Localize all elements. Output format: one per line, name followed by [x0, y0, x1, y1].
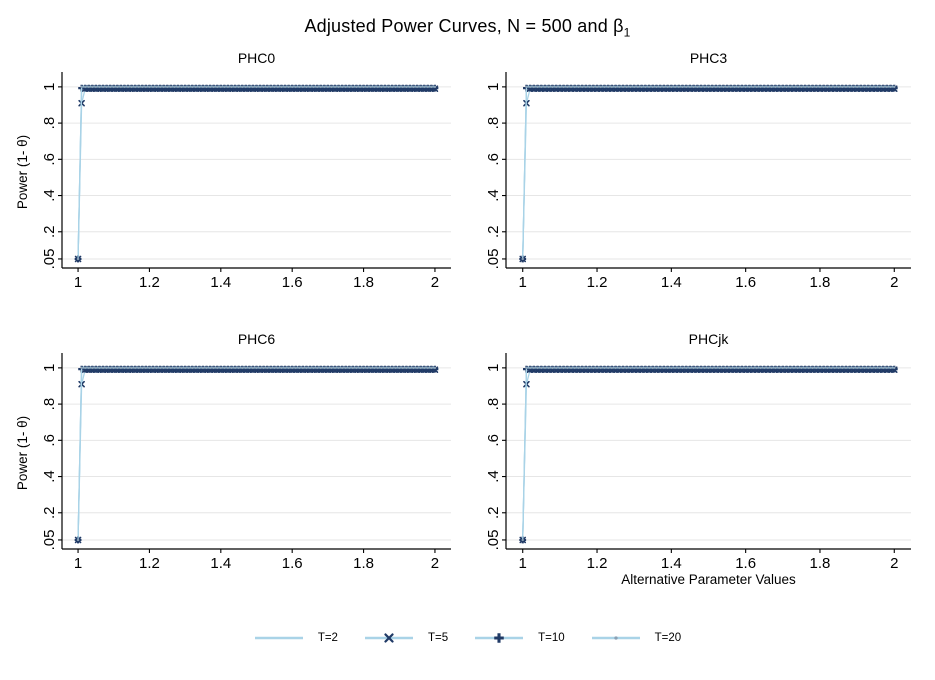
svg-text:.05: .05	[41, 248, 58, 269]
svg-text:1: 1	[74, 274, 82, 291]
svg-text:1.2: 1.2	[139, 555, 160, 572]
svg-text:PHC0: PHC0	[238, 50, 276, 66]
svg-text:.8: .8	[41, 397, 58, 410]
svg-text:1: 1	[519, 274, 527, 291]
plot-row-top: PHC0.05.2.4.6.8 1 1 1.2 1.4 1.6 1.8 2 Power (1- …	[14, 50, 921, 305]
svg-text:1: 1	[41, 82, 58, 90]
legend-x-marker-swatch	[364, 632, 413, 643]
svg-text:.4: .4	[41, 189, 58, 202]
svg-text:2: 2	[890, 274, 898, 291]
legend-plus-marker-swatch	[475, 632, 524, 643]
svg-text:Power (1- θ): Power (1- θ)	[15, 415, 30, 489]
legend-label: T=10	[538, 631, 565, 644]
svg-text:1.2: 1.2	[139, 274, 160, 291]
svg-text:.8: .8	[41, 116, 58, 129]
legend-label: T=5	[427, 631, 449, 644]
legend-label: T=2	[317, 631, 338, 644]
plot-canvas-phcjk: PHCjk .05 .2 .4 .6 .8 1 1 1.2 1.4 1.6 1.8 2 Alternati…	[485, 331, 911, 587]
svg-text:.6: .6	[41, 153, 58, 166]
svg-text:1: 1	[519, 555, 527, 572]
svg-text:Power (1- θ): Power (1- θ)	[15, 134, 30, 208]
svg-text:.4: .4	[41, 470, 58, 483]
svg-text:1: 1	[485, 82, 502, 90]
svg-text:2: 2	[431, 555, 439, 572]
svg-text:.05: .05	[485, 248, 502, 269]
chart-title: Adjusted Power Curves, N = 500 and β1	[14, 16, 921, 40]
legend-item-t5: T=5	[364, 630, 448, 646]
panel-phcjk: PHCjk .05 .2 .4 .6 .8 1 1 1.2 1.4 1.6 1.8 2 Alternati…	[474, 331, 921, 604]
svg-text:1.6: 1.6	[735, 274, 756, 291]
svg-text:1.8: 1.8	[353, 274, 374, 291]
svg-text:.2: .2	[41, 225, 58, 238]
plot-canvas-phc0: PHC0 .05 .2 .4 .6 .8 1 1 1.2 1.4 1.6 1.8 2 Power (1- …	[15, 50, 451, 291]
svg-text:PHC3: PHC3	[690, 50, 728, 66]
plot-canvas-phc3: PHC3 .05 .2 .4 .6 .8 1 1 1.2 1.4 1.6 1.8 2	[485, 50, 911, 291]
svg-text:1.6: 1.6	[282, 274, 303, 291]
svg-text:.4: .4	[485, 470, 502, 483]
svg-text:.2: .2	[41, 506, 58, 519]
legend-item-t20: T=20	[591, 630, 682, 646]
legend-item-t2: T=2	[254, 630, 338, 646]
svg-text:.8: .8	[485, 116, 502, 129]
legend-item-t10: T=10	[474, 630, 565, 646]
svg-text:2: 2	[890, 555, 898, 572]
svg-text:2: 2	[431, 274, 439, 291]
plot-row-bottom: PHC6.05.2.4.6.8 1 1 1.2 1.4 1.6 1.8 2 Power (1- …	[14, 331, 921, 604]
legend-label: T=20	[654, 631, 682, 644]
svg-text:.6: .6	[485, 153, 502, 166]
svg-text:1.8: 1.8	[810, 555, 831, 572]
svg-text:.05: .05	[485, 529, 502, 550]
svg-text:.6: .6	[41, 434, 58, 447]
svg-text:1: 1	[41, 363, 58, 371]
svg-text:1.6: 1.6	[282, 555, 303, 572]
svg-text:1.4: 1.4	[210, 274, 231, 291]
svg-text:1: 1	[74, 555, 82, 572]
panel-phc0: PHC0 .05 .2 .4 .6 .8 1 1 1.2 1.4 1.6 1.8 2 Power (1- …	[14, 50, 461, 305]
svg-text:Alternative Parameter Values: Alternative Parameter Values	[621, 572, 796, 587]
legend-line-swatch	[254, 636, 303, 639]
svg-text:.2: .2	[485, 506, 502, 519]
svg-text:.4: .4	[485, 189, 502, 202]
svg-text:.6: .6	[485, 434, 502, 447]
legend-dot-marker-swatch	[591, 635, 640, 640]
chart-title-subscript: 1	[623, 25, 631, 40]
panel-phc6: PHC6 .05 .2 .4 .6 .8 1 1 1.2 1.4 1.6 1.8 2 Power (1- …	[14, 331, 461, 586]
plot-grid: PHC0.05.2.4.6.8 1 1 1.2 1.4 1.6 1.8 2 Power (1- …	[14, 50, 921, 604]
svg-text:1.2: 1.2	[587, 274, 608, 291]
svg-text:.8: .8	[485, 397, 502, 410]
svg-text:1.6: 1.6	[735, 555, 756, 572]
svg-text:.05: .05	[41, 529, 58, 550]
svg-text:PHC6: PHC6	[238, 331, 276, 347]
svg-text:PHCjk: PHCjk	[689, 331, 730, 347]
svg-text:1.4: 1.4	[661, 555, 682, 572]
svg-text:1.8: 1.8	[810, 274, 831, 291]
plot-canvas-phc6: PHC6 .05 .2 .4 .6 .8 1 1 1.2 1.4 1.6 1.8 2 Power (1- …	[15, 331, 451, 572]
chart-title-text: Adjusted Power Curves, N = 500 and β	[304, 16, 624, 36]
svg-text:1.4: 1.4	[661, 274, 682, 291]
chart-legend: T=2 T=5 T=10 T=20	[14, 630, 921, 646]
svg-text:1: 1	[485, 363, 502, 371]
svg-text:1.4: 1.4	[210, 555, 231, 572]
panel-phc3: PHC3 .05 .2 .4 .6 .8 1 1 1.2 1.4 1.6 1.8 2	[474, 50, 921, 305]
svg-text:.2: .2	[485, 225, 502, 238]
svg-text:1.8: 1.8	[353, 555, 374, 572]
svg-text:1.2: 1.2	[587, 555, 608, 572]
